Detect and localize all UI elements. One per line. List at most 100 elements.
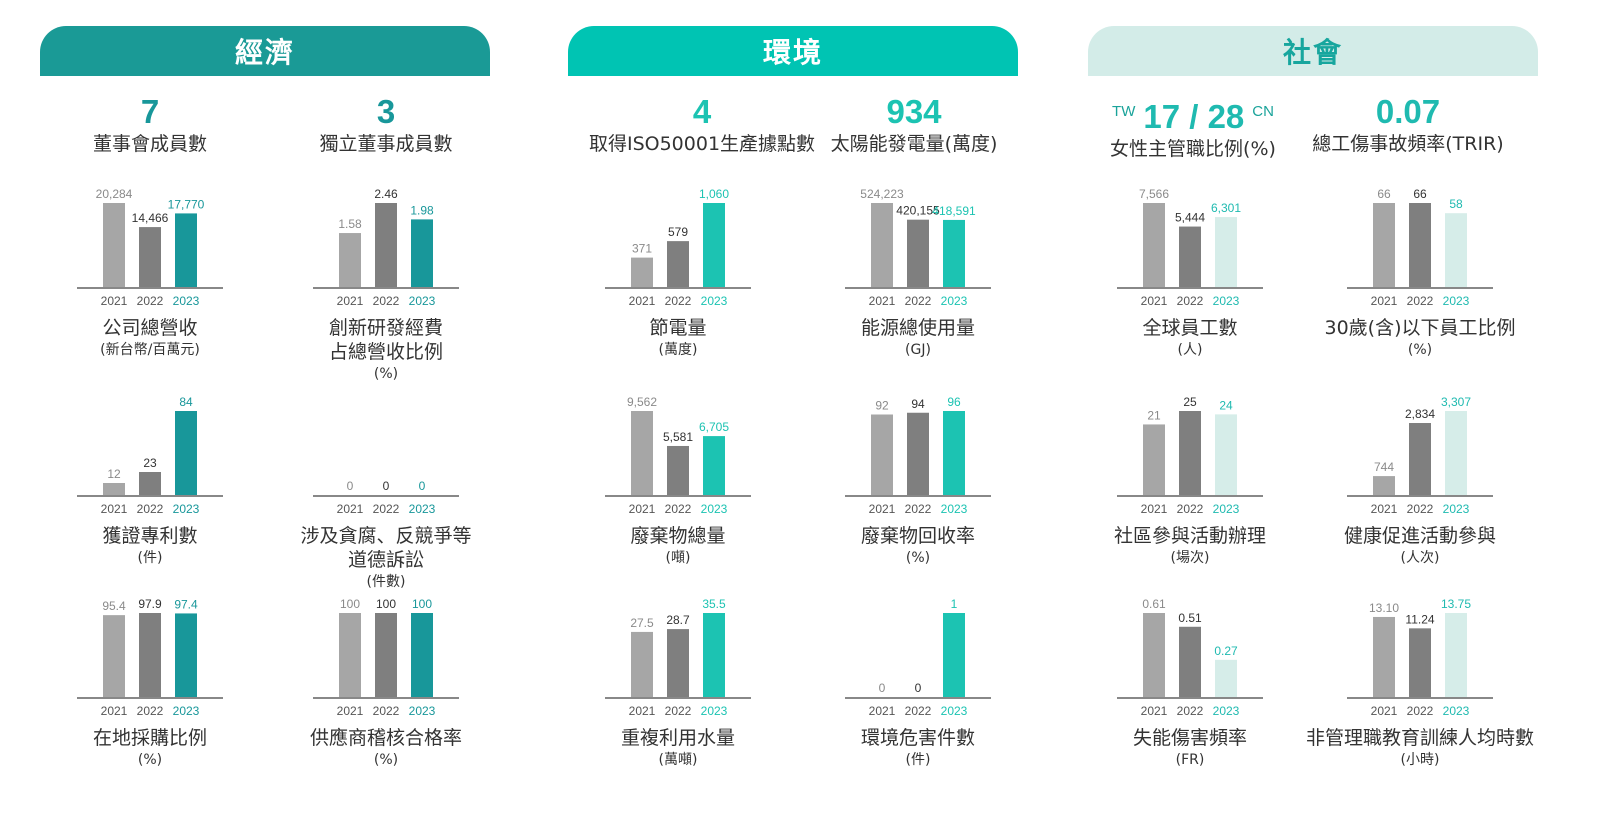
tick-label-2023: 2023 <box>1213 704 1240 718</box>
bar-2022 <box>139 472 161 495</box>
chart-15: 27.5 2021 28.7 2022 35.5 2023 重複利用水量 (萬噸) <box>558 580 798 795</box>
kpi-value: 4 <box>692 93 712 130</box>
kpi-independent-directors: 3 獨立董事成員數 <box>266 94 506 156</box>
data-label-2023: 100 <box>412 597 432 611</box>
header-economy: 經濟 <box>40 26 490 76</box>
data-label-2022: 2.46 <box>374 187 398 201</box>
chart-unit: (件) <box>905 752 931 768</box>
data-label-2022: 100 <box>376 597 396 611</box>
data-label-2022: 0.51 <box>1178 611 1202 625</box>
chart-unit: (人) <box>1177 342 1203 358</box>
chart-unit: (小時) <box>1400 752 1440 768</box>
chart-12: 744 2021 2,834 2022 3,307 2023 健康促進活動參與 (人次) <box>1300 378 1540 593</box>
data-label-2021: 21 <box>1147 408 1161 422</box>
bar-2023 <box>1215 414 1237 495</box>
data-label-2022: 94 <box>911 397 925 411</box>
kpi-board-members: 7 董事會成員數 <box>30 94 270 156</box>
tick-label-2021: 2021 <box>629 704 656 718</box>
chart-svg: 0 2021 0 2022 0 2023 <box>313 479 459 516</box>
chart-title-line: 在地採購比例 <box>92 727 207 749</box>
chart-title-line: 重複利用水量 <box>620 727 735 749</box>
chart-svg: 92 2021 94 2022 96 2023 <box>845 395 991 516</box>
data-label-2022: 0 <box>915 681 922 695</box>
bar-2023 <box>703 436 725 495</box>
tick-label-2023: 2023 <box>1213 294 1240 308</box>
bar-2022 <box>1179 626 1201 697</box>
tick-label-2022: 2022 <box>665 704 692 718</box>
tick-label-2021: 2021 <box>101 704 128 718</box>
chart-7: 12 2021 23 2022 84 2023 獲證專利數 (件) <box>30 378 270 593</box>
data-label-2023: 17,770 <box>168 197 205 211</box>
data-label-2022: 97.9 <box>138 597 162 611</box>
data-label-2022: 420,155 <box>896 204 940 218</box>
bar-2021 <box>339 613 361 697</box>
data-label-2022: 66 <box>1413 187 1427 201</box>
kpi-value: 3 <box>376 93 396 130</box>
bar-2021 <box>631 411 653 495</box>
kpi-value: 0.07 <box>1375 93 1441 130</box>
chart-title: 環境危害件數 <box>798 726 1038 750</box>
data-label-2021: 524,223 <box>860 187 904 201</box>
tick-label-2022: 2022 <box>1407 704 1434 718</box>
kpi-label: 總工傷事故頻率(TRIR) <box>1312 133 1504 155</box>
data-label-2023: 58 <box>1449 197 1463 211</box>
kpi-label: 太陽能發電量(萬度) <box>830 133 998 155</box>
data-label-2022: 5,444 <box>1175 211 1205 225</box>
bar-2022 <box>139 613 161 697</box>
bar-2023 <box>411 219 433 287</box>
data-label-2023: 96 <box>947 395 961 409</box>
chart-svg: 1.58 2021 2.46 2022 1.98 2023 <box>313 187 459 308</box>
bar-2022 <box>667 445 689 495</box>
tick-label-2022: 2022 <box>665 294 692 308</box>
bar-2022 <box>1409 423 1431 495</box>
tick-label-2023: 2023 <box>701 704 728 718</box>
data-label-2021: 20,284 <box>96 187 133 201</box>
kpi-prefix-tw: TW <box>1112 103 1136 120</box>
data-label-2021: 95.4 <box>102 599 126 613</box>
bar-2021 <box>339 233 361 287</box>
data-label-2023: 24 <box>1219 398 1233 412</box>
chart-title-line: 能源總使用量 <box>860 317 975 339</box>
chart-9: 9,562 2021 5,581 2022 6,705 2023 廢棄物總量 (噸) <box>558 378 798 593</box>
bar-2022 <box>1409 628 1431 697</box>
chart-title: 廢棄物總量 <box>558 524 798 548</box>
chart-17: 0.61 2021 0.51 2022 0.27 2023 失能傷害頻率 (FR) <box>1070 580 1310 795</box>
chart-title-line: 節電量 <box>649 317 707 339</box>
chart-title: 非管理職教育訓練人均時數 <box>1300 726 1540 750</box>
tick-label-2022: 2022 <box>137 294 164 308</box>
bar-2023 <box>1445 411 1467 495</box>
bar-2022 <box>907 219 929 287</box>
tick-label-2021: 2021 <box>1371 704 1398 718</box>
chart-title: 創新研發經費 占總營收比例 <box>266 316 506 364</box>
tick-label-2023: 2023 <box>1213 502 1240 516</box>
bar-2023 <box>943 613 965 697</box>
bar-2021 <box>1373 616 1395 697</box>
kpi-female-managers: TW 17 / 28 CN 女性主管職比例(%) <box>1068 94 1318 161</box>
tick-label-2021: 2021 <box>1371 502 1398 516</box>
bar-2022 <box>907 412 929 495</box>
tick-label-2023: 2023 <box>173 704 200 718</box>
data-label-2023: 1,060 <box>699 187 729 201</box>
data-label-2021: 7,566 <box>1139 187 1169 201</box>
tick-label-2021: 2021 <box>1141 704 1168 718</box>
bar-2022 <box>375 203 397 287</box>
data-label-2023: 13.75 <box>1441 597 1471 611</box>
kpi-label: 獨立董事成員數 <box>319 133 453 155</box>
tick-label-2022: 2022 <box>905 502 932 516</box>
data-label-2023: 418,591 <box>932 204 976 218</box>
chart-10: 92 2021 94 2022 96 2023 廢棄物回收率 (%) <box>798 378 1038 593</box>
bar-2023 <box>1445 213 1467 287</box>
bar-2021 <box>631 631 653 697</box>
bar-2022 <box>1179 411 1201 495</box>
tick-label-2023: 2023 <box>941 704 968 718</box>
bar-2023 <box>175 411 197 495</box>
kpi-value-row: TW 17 / 28 CN <box>1068 94 1318 135</box>
bar-2023 <box>703 203 725 287</box>
chart-title: 能源總使用量 <box>798 316 1038 340</box>
kpi-trir: 0.07 總工傷事故頻率(TRIR) <box>1288 94 1528 156</box>
data-label-2022: 11.24 <box>1405 612 1434 626</box>
tick-label-2022: 2022 <box>373 704 400 718</box>
tick-label-2022: 2022 <box>1407 502 1434 516</box>
chart-title-line: 道德訴訟 <box>347 549 424 571</box>
chart-title-line: 廢棄物總量 <box>630 525 726 547</box>
